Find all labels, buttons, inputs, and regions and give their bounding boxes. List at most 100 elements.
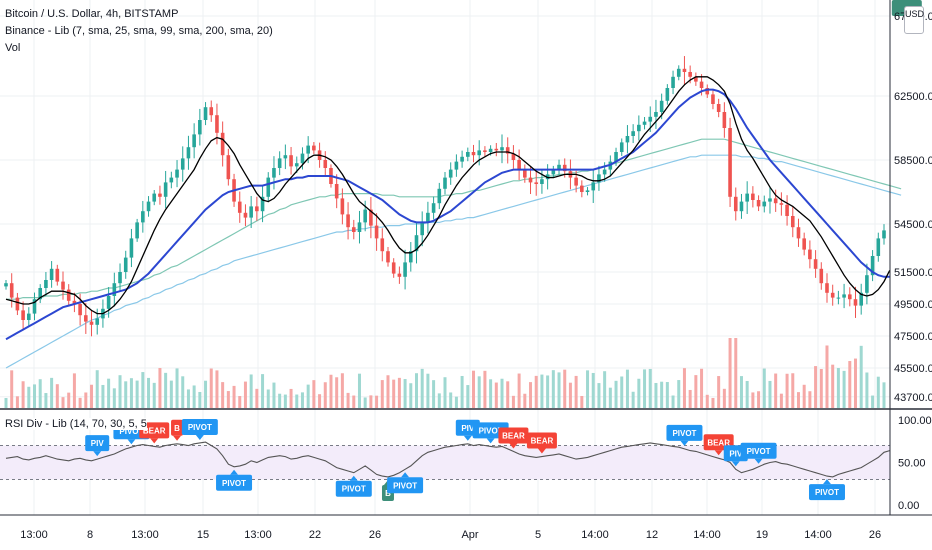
- time-axis-label: 13:00: [131, 529, 159, 541]
- candle-body: [123, 257, 128, 272]
- volume-bar: [825, 345, 829, 408]
- candle-body: [745, 193, 749, 202]
- signal-tag-label: PIVOT: [119, 427, 143, 436]
- signal-tag-box: [526, 432, 557, 449]
- volume-bar: [357, 373, 361, 408]
- volume-bar: [164, 372, 168, 408]
- candle-body: [312, 145, 316, 151]
- volume-bar: [186, 389, 190, 408]
- volume-bar: [728, 338, 732, 408]
- signal-tag-pointer: [93, 451, 102, 457]
- rsi-legend: RSI Div - Lib (14, 70, 30, 5, 5: [5, 418, 147, 430]
- volume-bar: [791, 373, 795, 408]
- volume-bar: [318, 394, 322, 408]
- candle-body: [266, 177, 271, 197]
- volume-bar: [517, 373, 521, 408]
- signal-tag-pointer: [754, 458, 763, 464]
- time-axis-label: 14:00: [693, 529, 721, 541]
- volume-bar: [181, 376, 185, 408]
- time-axis-label: 13:00: [244, 529, 272, 541]
- volume-bar: [329, 374, 333, 408]
- signal-tag-pointer: [537, 448, 546, 454]
- candle-body: [625, 136, 630, 143]
- time-axis-label: Apr: [461, 529, 478, 541]
- volume-bar: [808, 391, 812, 408]
- candle-body: [198, 120, 202, 135]
- volume-bar: [363, 397, 367, 408]
- volume-bar: [346, 392, 350, 408]
- volume-bar: [33, 384, 37, 408]
- volume-bar: [551, 370, 555, 408]
- price-axis-label: 62500.00: [894, 91, 932, 103]
- signal-tag-label: PIV: [461, 424, 475, 433]
- volume-bar: [249, 374, 253, 408]
- price-axis-label: 58500.00: [894, 155, 932, 167]
- volume-bar: [169, 380, 173, 408]
- volume-bar: [72, 373, 76, 408]
- time-axis-label: 8: [87, 529, 93, 541]
- candle-body: [397, 273, 402, 277]
- candle-body: [808, 249, 812, 260]
- time-axis-label: 22: [309, 529, 321, 541]
- volume-bar: [107, 378, 111, 408]
- volume-bar: [420, 368, 424, 408]
- signal-tag: PIVOT: [181, 418, 218, 440]
- volume-bar: [574, 375, 578, 408]
- volume-bar: [409, 383, 413, 408]
- time-axis-label: 19: [756, 529, 768, 541]
- price-axis-label: 45500.00: [894, 363, 932, 375]
- signal-tag-pointer: [680, 440, 689, 446]
- candle-body: [802, 238, 806, 250]
- candle-body: [21, 310, 25, 320]
- volume-bar: [540, 374, 544, 408]
- volume-bar: [591, 372, 595, 408]
- volume-bar: [335, 377, 339, 408]
- volume-bar: [819, 368, 823, 408]
- volume-bar: [597, 383, 601, 408]
- candle-body: [853, 299, 858, 306]
- candle-body: [722, 112, 727, 128]
- signal-tag: BEAR: [498, 427, 529, 449]
- volume-bar: [717, 376, 721, 408]
- signal-tag-label: PIVOT: [479, 426, 503, 435]
- volume-bar: [392, 379, 396, 408]
- volume-bar: [226, 391, 230, 408]
- candle-body: [66, 289, 71, 301]
- ma25-line: [5, 88, 890, 341]
- currency-button[interactable]: USD: [904, 6, 924, 34]
- price-axis-label: 51500.00: [894, 267, 932, 279]
- candle-body: [466, 152, 470, 157]
- volume-bar: [44, 393, 48, 408]
- volume-bar: [261, 374, 265, 408]
- candle-body: [460, 156, 464, 162]
- volume-bar: [734, 338, 738, 408]
- candle-body: [773, 198, 778, 204]
- volume-bar: [84, 392, 88, 408]
- volume-bar: [871, 395, 875, 408]
- volume-bar: [221, 382, 225, 408]
- candle-body: [688, 72, 692, 77]
- rsi-line: [5, 441, 890, 478]
- volume-bar: [118, 375, 122, 408]
- price-axis-label: 49500.00: [894, 299, 932, 311]
- candle-body: [631, 131, 635, 136]
- candle-body: [876, 238, 881, 256]
- time-axis-label: 14:00: [804, 529, 832, 541]
- time-axis-label: 5: [535, 529, 541, 541]
- candle-body: [391, 262, 396, 274]
- volume-bar: [603, 371, 607, 408]
- volume-bar: [432, 380, 436, 408]
- volume-bar: [494, 382, 498, 408]
- volume-bar: [654, 382, 658, 408]
- volume-bar: [563, 369, 567, 408]
- volume-bar: [300, 392, 304, 408]
- candle-body: [825, 283, 829, 293]
- volume-bar: [882, 382, 886, 408]
- volume-bar: [631, 391, 635, 408]
- candle-body: [642, 121, 647, 125]
- volume-bar: [78, 397, 82, 408]
- volume-bar: [369, 395, 373, 408]
- candle-body: [44, 280, 48, 288]
